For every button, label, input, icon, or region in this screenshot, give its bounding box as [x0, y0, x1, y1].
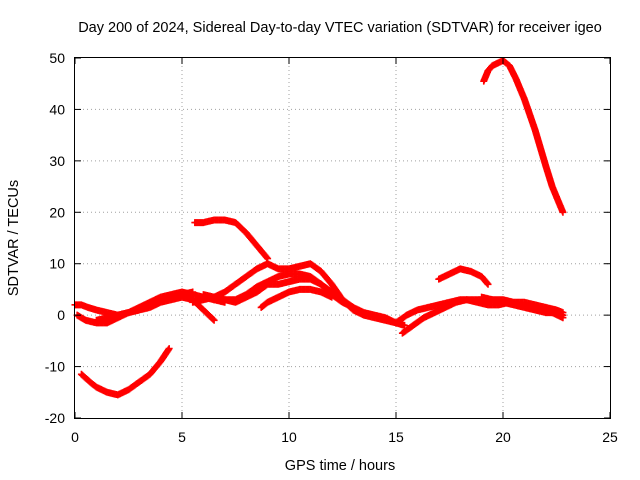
x-tick-label: 20 [495, 429, 511, 445]
y-axis-label: SDTVAR / TECUs [6, 180, 22, 296]
series-arc-13 [480, 57, 567, 216]
data-point [559, 208, 567, 216]
data-point [263, 254, 271, 261]
data-point [349, 303, 357, 311]
data-point [401, 321, 409, 329]
x-tick-label: 10 [281, 429, 297, 445]
y-tick-label: 50 [49, 50, 65, 66]
plot-frame [74, 57, 611, 419]
series-arc-8 [199, 270, 357, 311]
x-tick-label: 5 [178, 429, 186, 445]
data-point [484, 280, 492, 288]
x-tick-label: 0 [71, 429, 79, 445]
x-axis-label: GPS time / hours [285, 458, 395, 474]
data-point [165, 345, 173, 353]
axis-layer: 0 5 10 15 20 25 -20 -10 0 10 20 30 40 50 [45, 50, 618, 445]
series-arc-9 [257, 285, 336, 311]
series-arc-4 [92, 288, 197, 324]
series-arc-12 [435, 265, 492, 288]
y-tick-label: 10 [49, 256, 65, 272]
grid-layer [75, 58, 610, 418]
series-arc-5 [191, 216, 272, 263]
y-tick-label: -10 [45, 359, 65, 375]
x-tick-label: 25 [602, 429, 618, 445]
y-tick-label: 0 [57, 307, 65, 323]
y-tick-label: -20 [45, 410, 65, 426]
data-point [210, 316, 218, 324]
series-arc-14 [478, 293, 567, 319]
data-point [209, 315, 217, 323]
series-arc-3 [77, 345, 173, 399]
y-tick-label: 20 [49, 204, 65, 220]
x-tick-label: 15 [388, 429, 404, 445]
data-point [189, 288, 197, 296]
data-point [328, 293, 336, 301]
chart-title: Day 200 of 2024, Sidereal Day-to-day VTE… [78, 20, 602, 36]
data-layer [71, 57, 567, 399]
y-tick-label: 40 [49, 101, 65, 117]
data-point [559, 311, 567, 319]
y-tick-label: 30 [49, 153, 65, 169]
